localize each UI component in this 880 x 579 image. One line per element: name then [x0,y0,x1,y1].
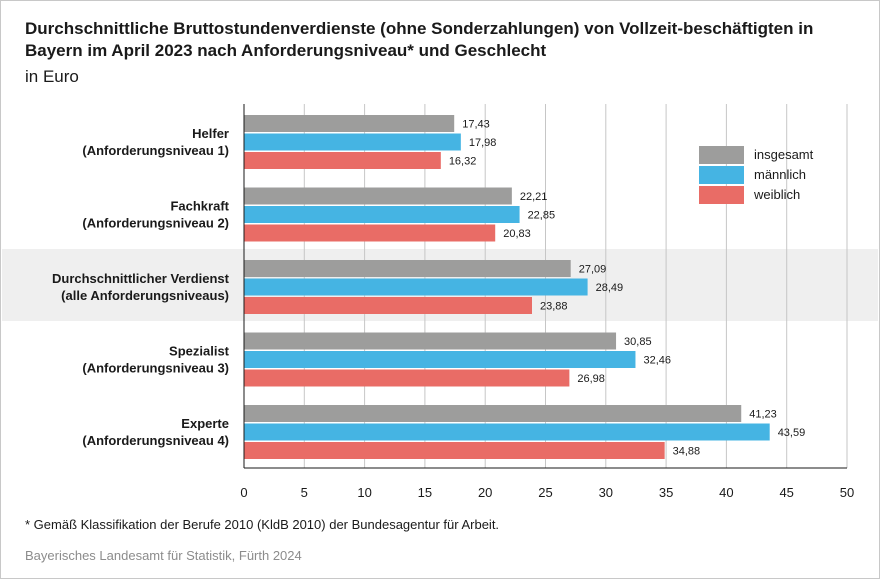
category-label-line: (alle Anforderungsniveaus) [61,288,229,303]
chart-subtitle: in Euro [25,67,79,86]
source-note: Bayerisches Landesamt für Statistik, Für… [25,548,302,563]
x-tick-label: 20 [478,485,492,500]
bar [244,442,665,459]
bar [244,187,512,205]
legend-label: insgesamt [754,147,814,162]
data-label: 30,85 [624,336,652,348]
data-label: 26,98 [577,373,605,385]
category-label-line: Fachkraft [170,199,229,214]
x-tick-label: 35 [659,485,673,500]
x-tick-label: 15 [418,485,432,500]
bar [244,332,617,350]
category-label: Durchschnittlicher Verdienst (alle Anford… [52,271,230,303]
bar [244,369,570,387]
x-tick-label: 50 [840,485,854,500]
legend-swatch [699,146,744,164]
bar [244,224,496,242]
x-tick-label: 25 [538,485,552,500]
chart-title: Durchschnittliche Bruttostundenverdienst… [25,19,814,60]
legend-swatch [699,166,744,184]
data-label: 41,23 [749,409,777,421]
data-label: 22,21 [520,191,548,203]
footnote: * Gemäß Klassifikation der Berufe 2010 (… [25,517,500,532]
data-label: 34,88 [673,446,701,458]
x-tick-label: 0 [240,485,247,500]
bar [244,133,461,151]
data-label: 22,85 [528,210,556,222]
category-label-line: Durchschnittlicher Verdienst [52,271,230,286]
data-label: 28,49 [596,282,624,294]
bar [244,423,770,441]
bar [244,297,532,314]
bar [244,278,588,296]
x-tick-label: 10 [357,485,371,500]
data-label: 43,59 [778,427,806,439]
x-tick-label: 30 [599,485,613,500]
category-label-line: (Anforderungsniveau 3) [82,361,229,376]
x-tick-label: 40 [719,485,733,500]
data-label: 20,83 [503,228,531,240]
bar [244,152,441,169]
category-label-line: Helfer [192,126,229,141]
category-label-line: Experte [181,416,229,431]
data-label: 17,98 [469,137,497,149]
data-label: 32,46 [643,355,671,367]
category-label-line: Spezialist [169,344,230,359]
data-label: 27,09 [579,264,607,276]
legend-label: weiblich [753,187,800,202]
x-tick-label: 5 [301,485,308,500]
x-tick-label: 45 [779,485,793,500]
bar [244,351,636,368]
category-label: Experte (Anforderungsniveau 4) [82,416,229,448]
category-label-line: (Anforderungsniveau 2) [82,216,229,231]
category-label: Fachkraft (Anforderungsniveau 2) [82,199,229,231]
data-label: 23,88 [540,301,568,313]
bar [244,115,455,132]
bar [244,260,571,277]
category-label-line: (Anforderungsniveau 1) [82,143,229,158]
category-label: Spezialist (Anforderungsniveau 3) [82,344,229,376]
bar [244,206,520,223]
legend-swatch [699,186,744,204]
category-label-line: (Anforderungsniveau 4) [82,433,229,448]
bar [244,405,742,422]
category-label: Helfer (Anforderungsniveau 1) [82,126,229,158]
data-label: 16,32 [449,156,477,168]
data-label: 17,43 [462,119,490,131]
legend-label: männlich [754,167,806,182]
